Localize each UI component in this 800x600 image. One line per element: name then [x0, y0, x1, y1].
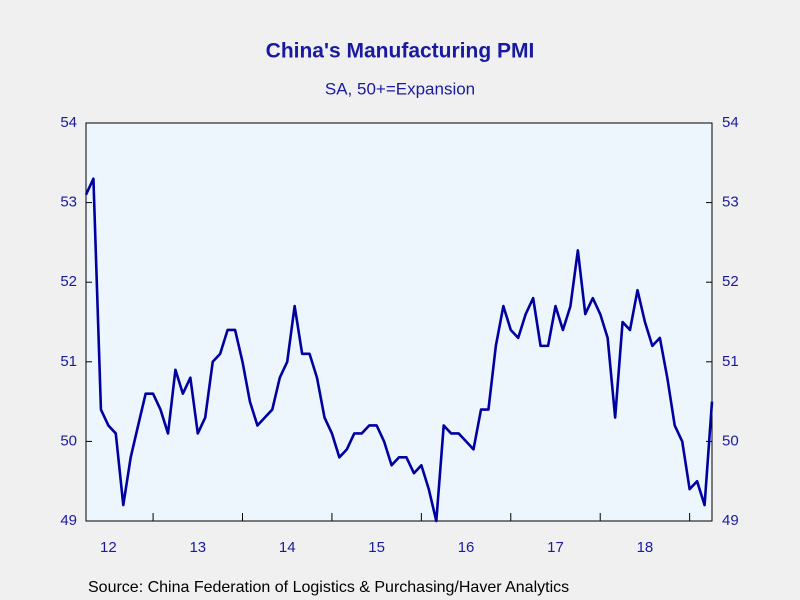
y-tick-label: 50	[60, 432, 77, 449]
x-tick-label: 17	[547, 539, 564, 556]
y-tick-label: 52	[60, 273, 77, 290]
x-tick-label: 14	[279, 539, 296, 556]
x-tick-label: 16	[458, 539, 475, 556]
source-note: Source: China Federation of Logistics & …	[88, 579, 569, 596]
x-tick-label: 12	[100, 539, 117, 556]
y-tick-label: 51	[60, 353, 77, 370]
chart-subtitle: SA, 50+=Expansion	[325, 79, 475, 98]
x-tick-label: 13	[189, 539, 206, 556]
y2-tick-label: 51	[722, 353, 739, 370]
plot-area	[85, 122, 713, 522]
chart-title: China's Manufacturing PMI	[266, 40, 535, 63]
y2-tick-label: 52	[722, 273, 739, 290]
y2-tick-label: 54	[722, 114, 739, 131]
y2-tick-label: 50	[722, 432, 739, 449]
y2-tick-label: 53	[722, 194, 739, 211]
x-tick-label: 18	[637, 539, 654, 556]
data-line	[84, 177, 714, 523]
y-tick-label: 49	[60, 512, 77, 529]
x-tick-label: 15	[368, 539, 385, 556]
y-tick-label: 53	[60, 194, 77, 211]
y2-tick-label: 49	[722, 512, 739, 529]
y-tick-label: 54	[60, 114, 77, 131]
